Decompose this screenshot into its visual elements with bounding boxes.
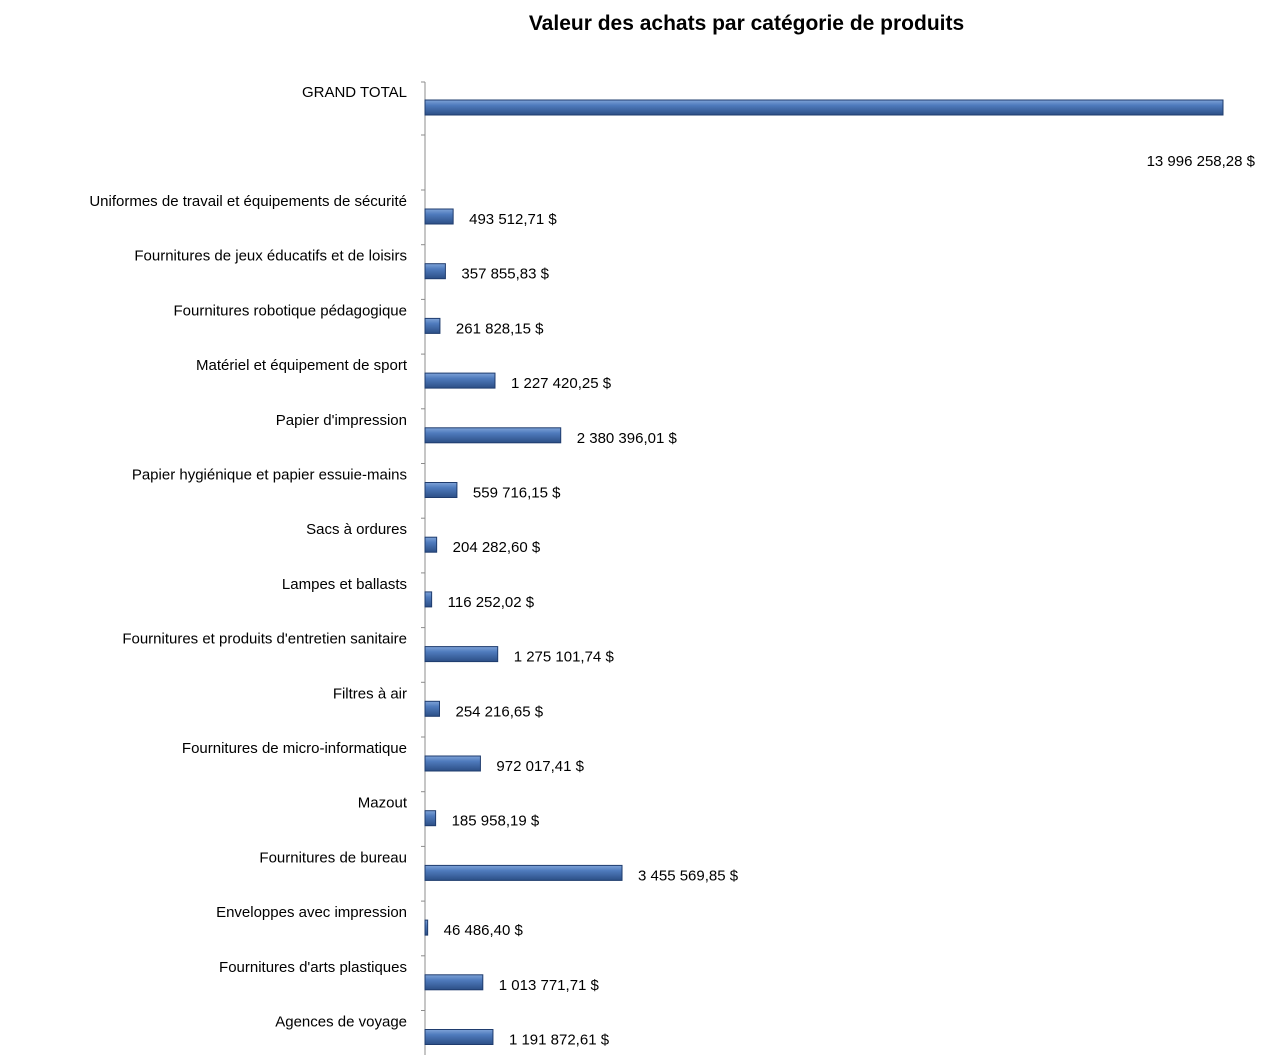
category-label: Fournitures d'arts plastiques [219,959,407,976]
category-label: Filtres à air [333,685,407,702]
category-label: Lampes et ballasts [282,576,407,593]
category-label: Fournitures de micro-informatique [182,740,407,757]
bar [424,919,429,936]
category-label: Matériel et équipement de sport [196,357,408,374]
bar [424,974,484,991]
data-label: 559 716,15 $ [473,485,561,502]
category-label: Fournitures et produits d'entretien sani… [122,631,407,648]
category-label: Fournitures robotique pédagogique [173,302,407,319]
category-label: Fournitures de bureau [259,849,407,866]
data-label: 1 227 420,25 $ [511,375,612,392]
bar [424,536,438,553]
data-label: 46 486,40 $ [444,922,524,939]
category-label: Sacs à ordures [306,521,407,538]
bar [424,482,458,498]
bar [424,646,499,663]
data-label: 1 275 101,74 $ [514,649,615,666]
bar [424,700,440,717]
category-label: Uniformes de travail et équipements de s… [89,193,407,210]
category-label: Agences de voyage [275,1014,407,1031]
category-label: Enveloppes avec impression [216,904,407,921]
data-label: 13 996 258,28 $ [1147,153,1256,170]
data-label: 254 216,65 $ [455,703,543,720]
bar [424,864,623,881]
data-label: 2 380 396,01 $ [577,430,678,447]
category-label: Mazout [358,795,408,812]
chart-title: Valeur des achats par catégorie de produ… [528,12,965,35]
bar [424,1029,494,1045]
data-label: 1 013 771,71 $ [499,977,600,994]
bar [424,208,454,225]
data-label: 493 512,71 $ [469,211,557,228]
data-label: 3 455 569,85 $ [638,867,739,884]
data-label: 357 855,83 $ [461,266,549,283]
data-label: 116 252,02 $ [448,594,535,611]
bar [424,263,446,280]
data-label: 185 958,19 $ [452,813,540,830]
bar [424,427,562,444]
category-label: Fournitures de jeux éducatifs et de lois… [134,248,407,265]
category-label: Papier hygiénique et papier essuie-mains [132,467,407,484]
bar [424,755,481,772]
bar [424,99,1224,116]
bar [424,317,441,334]
category-label: GRAND TOTAL [302,84,407,101]
data-label: 204 282,60 $ [453,539,541,556]
data-label: 972 017,41 $ [496,758,584,775]
category-label: Papier d'impression [276,412,407,429]
data-label: 261 828,15 $ [456,320,544,337]
bar [424,372,496,389]
data-label: 1 191 872,61 $ [509,1032,610,1049]
bar [424,591,433,608]
bar [424,810,437,827]
